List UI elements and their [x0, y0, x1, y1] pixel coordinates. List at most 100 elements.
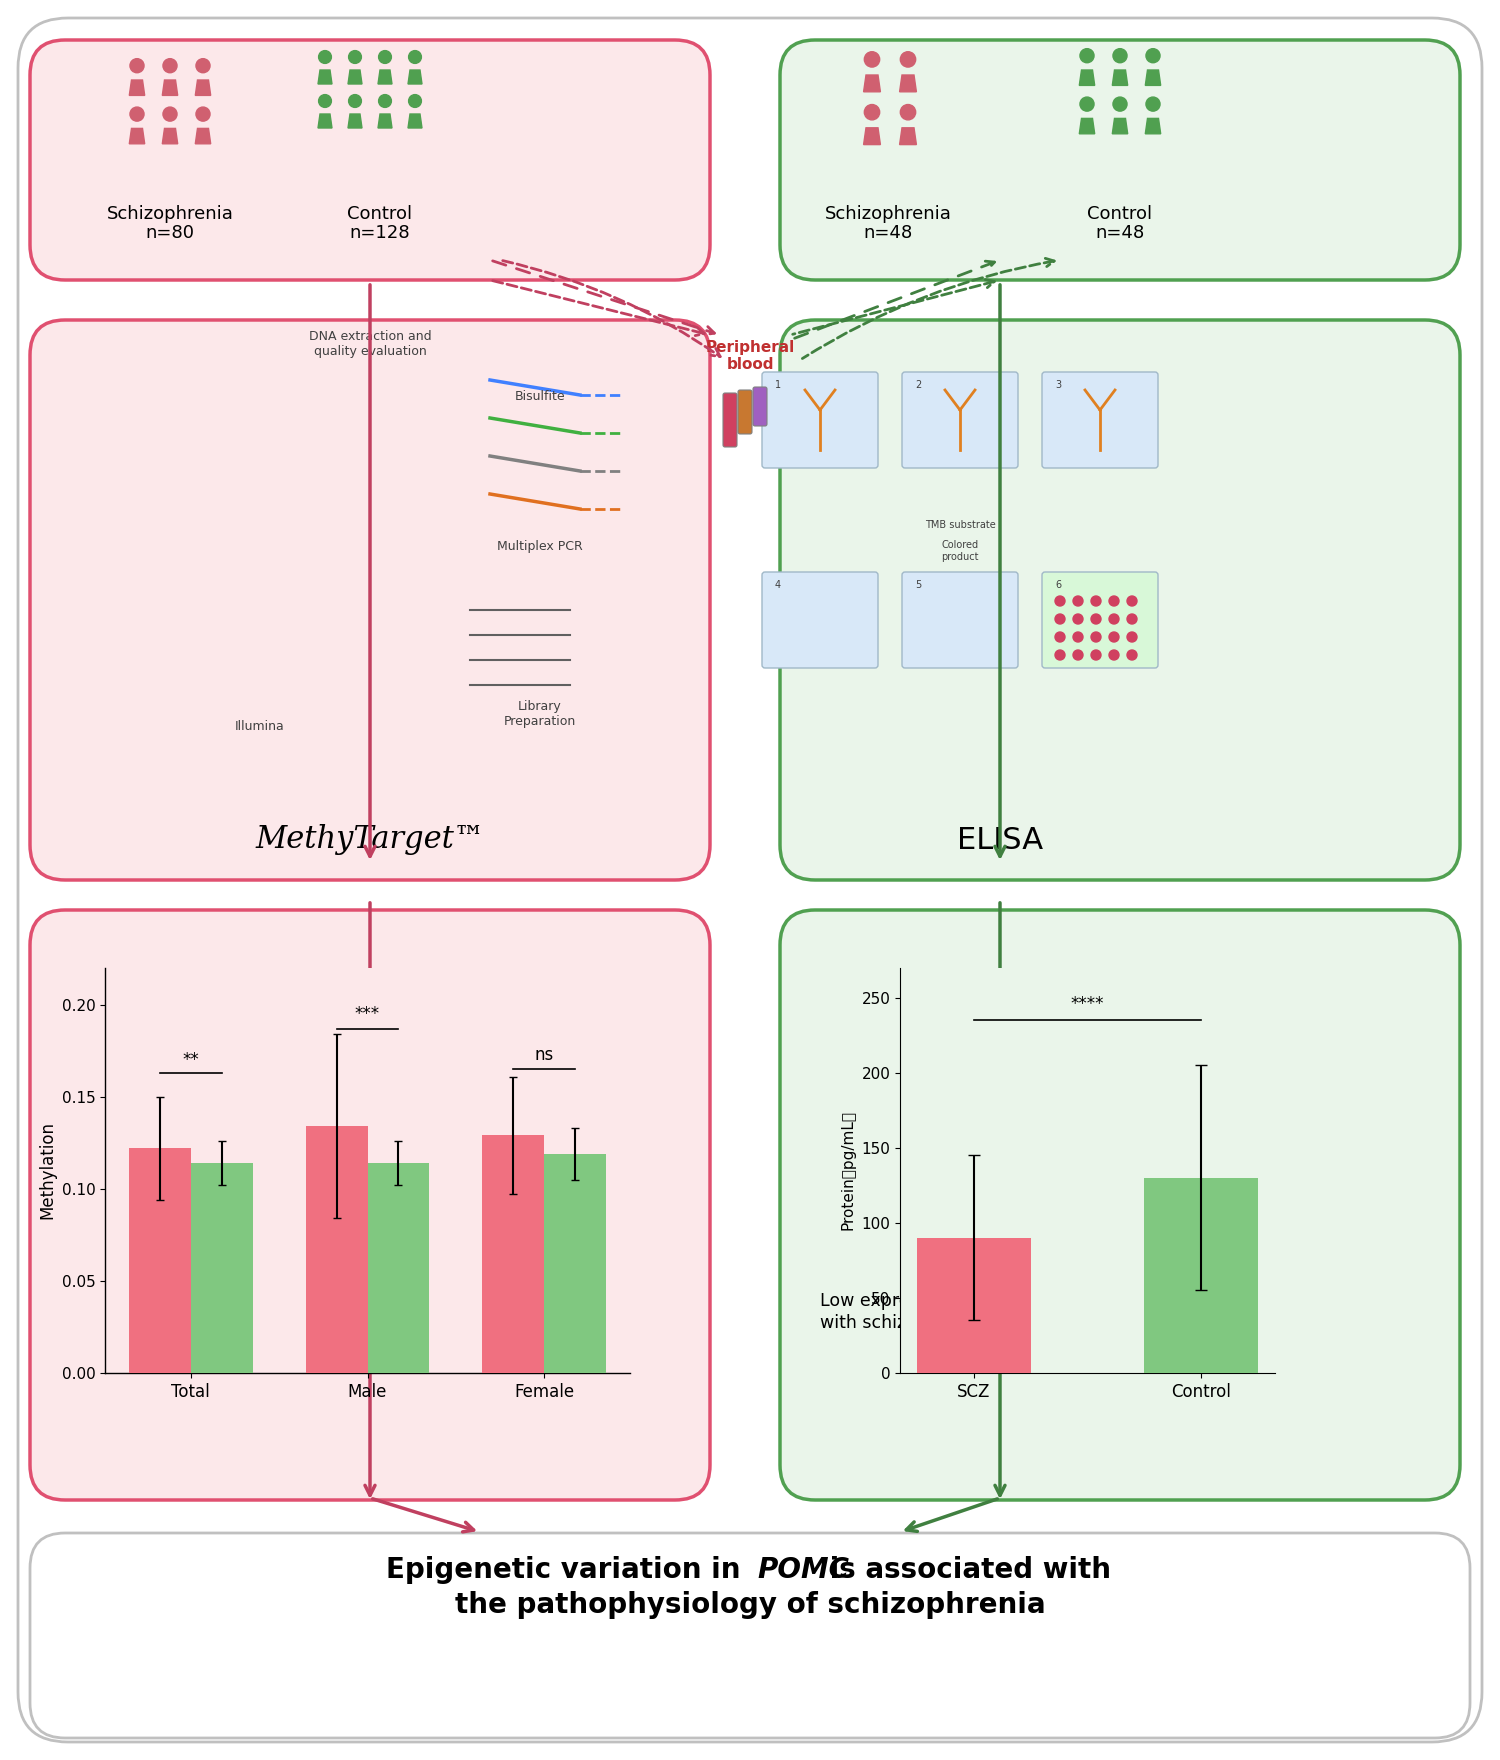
Polygon shape — [1080, 70, 1095, 86]
Bar — [190, 1163, 252, 1373]
Text: with schizophrenia: with schizophrenia — [821, 1315, 984, 1332]
Polygon shape — [195, 79, 210, 95]
Text: 2: 2 — [915, 380, 921, 391]
Text: Control: Control — [1088, 204, 1152, 224]
Text: Bisulfite: Bisulfite — [514, 391, 566, 403]
Circle shape — [1054, 632, 1065, 642]
Text: Colored
product: Colored product — [942, 540, 978, 561]
Text: 1: 1 — [776, 380, 782, 391]
Circle shape — [900, 51, 915, 67]
FancyBboxPatch shape — [723, 392, 736, 447]
Text: POMC: POMC — [435, 1292, 486, 1309]
Text: 4: 4 — [776, 581, 782, 590]
Polygon shape — [318, 70, 332, 84]
Circle shape — [408, 51, 422, 63]
Polygon shape — [1113, 70, 1128, 86]
Circle shape — [1126, 597, 1137, 605]
Circle shape — [1072, 614, 1083, 625]
Text: Illumina: Illumina — [236, 720, 285, 732]
Circle shape — [1108, 597, 1119, 605]
FancyBboxPatch shape — [762, 572, 878, 669]
Circle shape — [1072, 632, 1083, 642]
Circle shape — [318, 95, 332, 107]
Text: with schizophrenia and sex-specificity: with schizophrenia and sex-specificity — [200, 1315, 531, 1332]
Circle shape — [1146, 49, 1160, 63]
Polygon shape — [162, 79, 177, 95]
Circle shape — [1108, 614, 1119, 625]
Circle shape — [900, 104, 915, 120]
Circle shape — [196, 58, 210, 72]
Text: Low expression of POMC protein in patients: Low expression of POMC protein in patien… — [821, 1292, 1200, 1309]
Polygon shape — [900, 128, 916, 144]
FancyBboxPatch shape — [30, 40, 709, 280]
Circle shape — [864, 51, 879, 67]
Text: Library
Preparation: Library Preparation — [504, 700, 576, 729]
Polygon shape — [900, 76, 916, 92]
Polygon shape — [348, 114, 361, 128]
Text: the pathophysiology of schizophrenia: the pathophysiology of schizophrenia — [454, 1591, 1046, 1619]
Polygon shape — [162, 128, 177, 144]
Text: Epigenetic variation in: Epigenetic variation in — [386, 1556, 750, 1584]
Circle shape — [1090, 649, 1101, 660]
Polygon shape — [1146, 118, 1161, 134]
Circle shape — [1054, 649, 1065, 660]
Text: POMC: POMC — [758, 1556, 849, 1584]
Circle shape — [196, 107, 210, 121]
FancyBboxPatch shape — [762, 371, 878, 468]
Polygon shape — [408, 114, 422, 128]
Polygon shape — [864, 128, 880, 144]
Text: n=128: n=128 — [350, 224, 411, 243]
Circle shape — [1126, 649, 1137, 660]
Circle shape — [130, 58, 144, 72]
FancyBboxPatch shape — [902, 572, 1019, 669]
Text: ns: ns — [534, 1045, 554, 1063]
Circle shape — [1090, 614, 1101, 625]
Circle shape — [1090, 632, 1101, 642]
Circle shape — [1072, 649, 1083, 660]
Text: Hypermethylation of the: Hypermethylation of the — [200, 1292, 418, 1309]
Text: gene in patients: gene in patients — [476, 1292, 624, 1309]
Circle shape — [378, 95, 392, 107]
Circle shape — [318, 51, 332, 63]
Polygon shape — [378, 114, 392, 128]
Bar — [306, 1126, 368, 1373]
FancyBboxPatch shape — [30, 910, 709, 1500]
Text: TMB substrate: TMB substrate — [924, 519, 996, 530]
Polygon shape — [348, 70, 361, 84]
Bar — [129, 1148, 190, 1373]
Polygon shape — [129, 128, 144, 144]
Circle shape — [1146, 97, 1160, 111]
Text: Peripheral
blood: Peripheral blood — [705, 340, 795, 373]
Text: Schizophrenia: Schizophrenia — [825, 204, 951, 224]
FancyBboxPatch shape — [902, 371, 1019, 468]
Bar — [368, 1163, 429, 1373]
Circle shape — [1072, 597, 1083, 605]
Polygon shape — [1113, 118, 1128, 134]
Circle shape — [1126, 632, 1137, 642]
Text: Control: Control — [348, 204, 412, 224]
Text: DNA extraction and
quality evaluation: DNA extraction and quality evaluation — [309, 331, 432, 357]
Text: 6: 6 — [1054, 581, 1060, 590]
Circle shape — [1108, 649, 1119, 660]
Bar — [483, 1135, 544, 1373]
Text: Hypermethylation of the: Hypermethylation of the — [261, 1271, 480, 1288]
FancyBboxPatch shape — [1042, 572, 1158, 669]
Circle shape — [1080, 97, 1094, 111]
Bar — [544, 1155, 606, 1373]
Polygon shape — [1146, 70, 1161, 86]
Text: n=80: n=80 — [146, 224, 195, 243]
Text: ***: *** — [356, 1005, 380, 1023]
Circle shape — [164, 58, 177, 72]
FancyBboxPatch shape — [1042, 371, 1158, 468]
Text: n=48: n=48 — [864, 224, 912, 243]
Circle shape — [1090, 597, 1101, 605]
Polygon shape — [408, 70, 422, 84]
FancyBboxPatch shape — [18, 18, 1482, 1742]
Circle shape — [348, 51, 361, 63]
Text: ****: **** — [1071, 994, 1104, 1014]
Bar — [916, 1237, 1030, 1373]
Circle shape — [1113, 49, 1126, 63]
Circle shape — [408, 95, 422, 107]
Y-axis label: Protein（pg/mL）: Protein（pg/mL） — [842, 1111, 856, 1230]
Circle shape — [348, 95, 361, 107]
